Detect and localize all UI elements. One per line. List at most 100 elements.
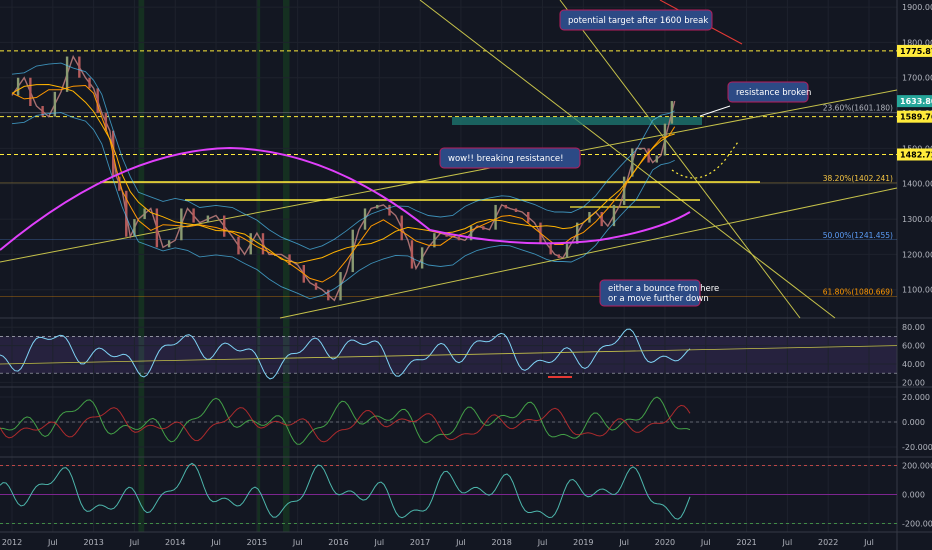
- candle: [655, 155, 658, 163]
- candle: [612, 204, 616, 227]
- trend-line: [699, 105, 731, 117]
- osc-line: [0, 396, 691, 445]
- level-badge: [897, 110, 932, 123]
- x-tick-label: Jul: [618, 538, 629, 547]
- cci-line: [0, 462, 691, 520]
- osc-y-tick-label: -20.000: [902, 443, 932, 452]
- rsi-y-tick-label: 80.00: [902, 323, 925, 332]
- x-tick-label: 2019: [573, 538, 593, 547]
- x-tick-label: Jul: [47, 538, 58, 547]
- annotations-layer: potential target after 1600 break resista…: [439, 9, 811, 307]
- x-tick-label: 2012: [2, 538, 22, 547]
- annotation-text: resistance broken: [736, 88, 811, 98]
- candle: [549, 243, 552, 255]
- x-tick-label: 2013: [83, 538, 103, 547]
- moving-average-1: [11, 83, 675, 264]
- price-y-tick-label: 1100.000: [902, 286, 932, 295]
- band-upper: [11, 62, 675, 250]
- x-tick-label: 2016: [328, 538, 348, 547]
- candle: [565, 243, 569, 258]
- annotation-text-line: or a move further down: [608, 294, 709, 304]
- annotation-box-1: [727, 81, 809, 103]
- x-tick-label: Jul: [782, 538, 793, 547]
- x-tick-label: Jul: [700, 538, 711, 547]
- candle: [647, 148, 650, 163]
- candle: [527, 212, 530, 223]
- candle: [65, 56, 69, 92]
- candle: [288, 254, 291, 265]
- candle: [469, 226, 473, 241]
- candle: [445, 233, 448, 237]
- candle: [41, 106, 44, 117]
- x-tick-label: Jul: [537, 538, 548, 547]
- level-badge-label: 1633.808: [900, 97, 932, 106]
- green-zone-1: [256, 0, 261, 532]
- candle: [482, 226, 485, 230]
- annotation-box-3: [599, 279, 701, 307]
- resistance-zone: [452, 117, 702, 125]
- candle: [631, 148, 634, 177]
- cci-y-tick-label: -200.000: [902, 519, 932, 528]
- x-tick-label: 2014: [165, 538, 185, 547]
- annotation-text: potential target after 1600 break: [568, 16, 708, 26]
- osc-line-2: [0, 404, 691, 443]
- x-tick-label: Jul: [129, 538, 140, 547]
- candle: [400, 215, 403, 241]
- trend-line: [279, 187, 898, 319]
- level-badge-label: 1775.878: [900, 47, 932, 56]
- rsi-y-tick-label: 60.00: [902, 342, 925, 351]
- rsi-trend-line: [0, 345, 898, 365]
- candle: [622, 176, 626, 205]
- candle: [363, 208, 367, 230]
- candle: [639, 148, 642, 150]
- annotation-box-0: [559, 9, 713, 31]
- candle: [237, 236, 240, 255]
- candle: [388, 204, 391, 216]
- candle: [206, 215, 210, 223]
- candle: [433, 233, 436, 248]
- fib-label: 23.60%(1601.180): [823, 104, 893, 113]
- annotation-box-2: [439, 147, 581, 169]
- price-y-tick-label: 1200.000: [902, 250, 932, 259]
- candle: [125, 190, 128, 237]
- candle: [261, 233, 265, 255]
- fib-label: 38.20%(1402.241): [823, 174, 893, 183]
- candle: [143, 208, 146, 220]
- rsi-y-tick-label: 40.00: [902, 360, 925, 369]
- candle: [314, 282, 318, 290]
- x-tick-label: Jul: [210, 538, 221, 547]
- osc-y-tick-label: 20.000: [902, 393, 930, 402]
- candle: [29, 77, 32, 106]
- candle: [192, 208, 195, 223]
- fib-label: 50.00%(1241.455): [823, 231, 893, 240]
- candle: [410, 240, 414, 269]
- price-y-tick-label: 1400.000: [902, 180, 932, 189]
- candle: [494, 204, 497, 230]
- cci-y-tick-label: 0.000: [902, 491, 925, 500]
- candle: [167, 240, 171, 248]
- price-y-tick-label: 1800.000: [902, 38, 932, 47]
- candle: [53, 91, 57, 117]
- x-tick-label: 2020: [655, 538, 675, 547]
- x-tick-label: 2015: [247, 538, 267, 547]
- candle: [78, 56, 81, 78]
- axis-layer: 2012 Jul 2013 Jul 2014 Jul 2015 Jul 2016 Jul 2017 J…: [2, 3, 932, 547]
- projection-path: [671, 141, 739, 179]
- candle: [223, 215, 226, 237]
- candle: [339, 272, 342, 301]
- fib-label: 61.80%(1080.669): [823, 288, 893, 297]
- x-tick-label: 2018: [492, 538, 512, 547]
- candle: [514, 208, 518, 212]
- trend-line: [0, 89, 898, 263]
- candle: [249, 233, 252, 255]
- drawings-layer: 23.60%(1601.180) 38.20%(1402.241) 50.00%(1…: [0, 0, 898, 378]
- candle: [600, 212, 603, 227]
- moving-average-0: [11, 84, 676, 283]
- candle: [504, 204, 507, 209]
- candle: [557, 254, 561, 258]
- candle: [420, 247, 424, 269]
- candle: [104, 113, 108, 131]
- level-badge: [897, 95, 932, 108]
